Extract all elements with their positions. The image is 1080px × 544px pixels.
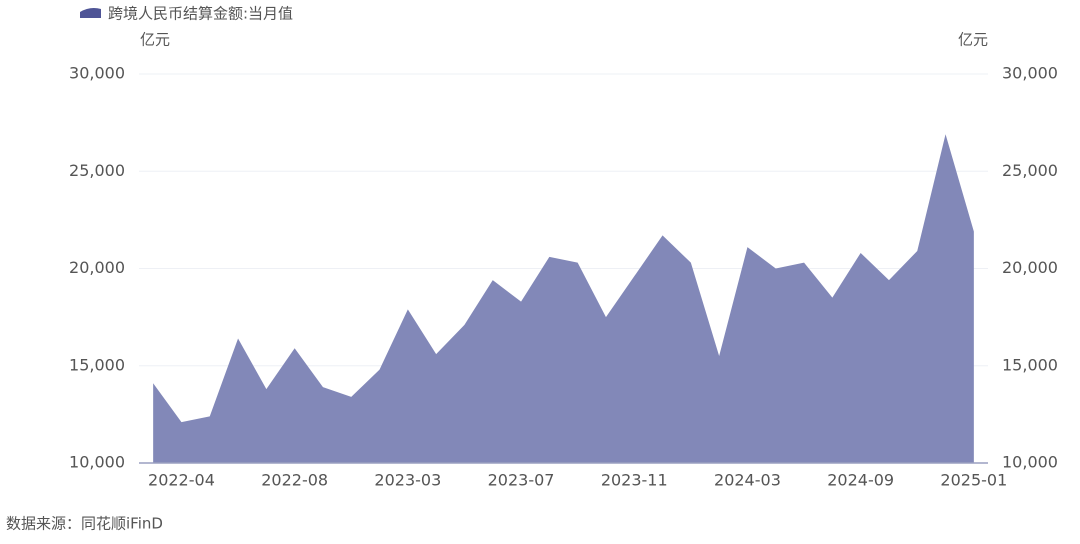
area (153, 134, 974, 464)
x-tick-label: 2022-04 (148, 471, 215, 490)
x-tick-label: 2023-11 (601, 471, 668, 490)
y-unit: 亿元 (140, 31, 170, 49)
source-note: 数据来源：同花顺iFinD (6, 515, 163, 533)
y-tick-label: 30,000 (69, 64, 125, 83)
y-tick-label: 20,000 (69, 258, 125, 277)
legend-icon (80, 8, 101, 18)
y-tick-label: 15,000 (69, 355, 125, 374)
y2-unit: 亿元 (958, 31, 988, 49)
y2-tick-label: 25,000 (1002, 161, 1058, 180)
x-tick-label: 2024-03 (714, 471, 781, 490)
y2-tick-label: 30,000 (1002, 64, 1058, 83)
y-tick-label: 25,000 (69, 161, 125, 180)
y2-tick-label: 20,000 (1002, 258, 1058, 277)
y2-tick-label: 15,000 (1002, 355, 1058, 374)
x-tick-label: 2022-08 (261, 471, 328, 490)
x-tick-label: 2023-03 (374, 471, 441, 490)
y2-tick-label: 10,000 (1002, 453, 1058, 472)
x-tick-label: 2024-09 (827, 471, 894, 490)
x-tick-label: 2025-01 (940, 471, 1007, 490)
x-tick-label: 2023-07 (488, 471, 555, 490)
y-tick-label: 10,000 (69, 453, 125, 472)
legend-label: 跨境人民币结算金额:当月值 (108, 5, 293, 23)
